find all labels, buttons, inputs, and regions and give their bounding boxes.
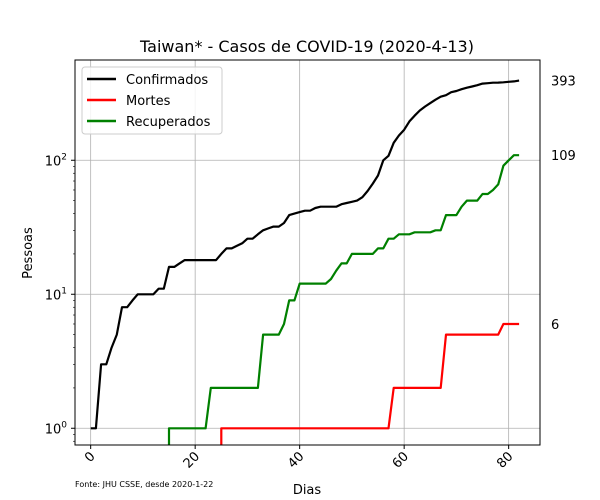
x-axis-ticks: 0 20 40 60 80	[82, 445, 516, 472]
end-value-label: 393	[551, 75, 576, 90]
y-tick-exponent: 2	[61, 152, 67, 162]
series-line-recuperados	[167, 154, 520, 445]
x-tick-label: 60	[390, 449, 412, 471]
y-tick-base: 10	[45, 154, 62, 169]
series-lines	[90, 79, 520, 445]
legend: Confirmados Mortes Recuperados	[81, 66, 223, 135]
y-tick-base: 10	[45, 422, 62, 437]
y-tick-label: 102	[45, 152, 67, 169]
plot-frame	[74, 59, 541, 446]
y-axis-label: Pessoas	[21, 227, 36, 279]
y-tick-exponent: 0	[61, 420, 67, 430]
end-value-label: 6	[551, 318, 559, 333]
legend-label-mortes: Mortes	[126, 94, 171, 109]
end-value-label: 109	[551, 149, 576, 164]
y-tick-exponent: 1	[61, 286, 67, 296]
legend-label-confirmados: Confirmados	[126, 73, 208, 88]
chart-title: Taiwan* - Casos de COVID-19 (2020-4-13)	[139, 37, 474, 56]
source-note: Fonte: JHU CSSE, desde 2020-1-22	[75, 480, 213, 489]
x-tick-label: 40	[285, 449, 307, 471]
legend-box	[81, 66, 223, 135]
legend-label-recuperados: Recuperados	[126, 115, 211, 130]
x-tick-label: 20	[181, 449, 203, 471]
x-tick-label: 0	[82, 449, 98, 465]
x-tick-label: 80	[494, 449, 516, 471]
y-tick-label: 101	[45, 286, 67, 303]
end-value-labels: 393 109 6	[551, 75, 576, 333]
y-tick-base: 10	[45, 288, 62, 303]
y-tick-label: 100	[45, 420, 68, 437]
series-line-confirmados	[90, 79, 520, 430]
series-line-mortes	[220, 322, 520, 445]
x-axis-label: Dias	[293, 483, 322, 498]
